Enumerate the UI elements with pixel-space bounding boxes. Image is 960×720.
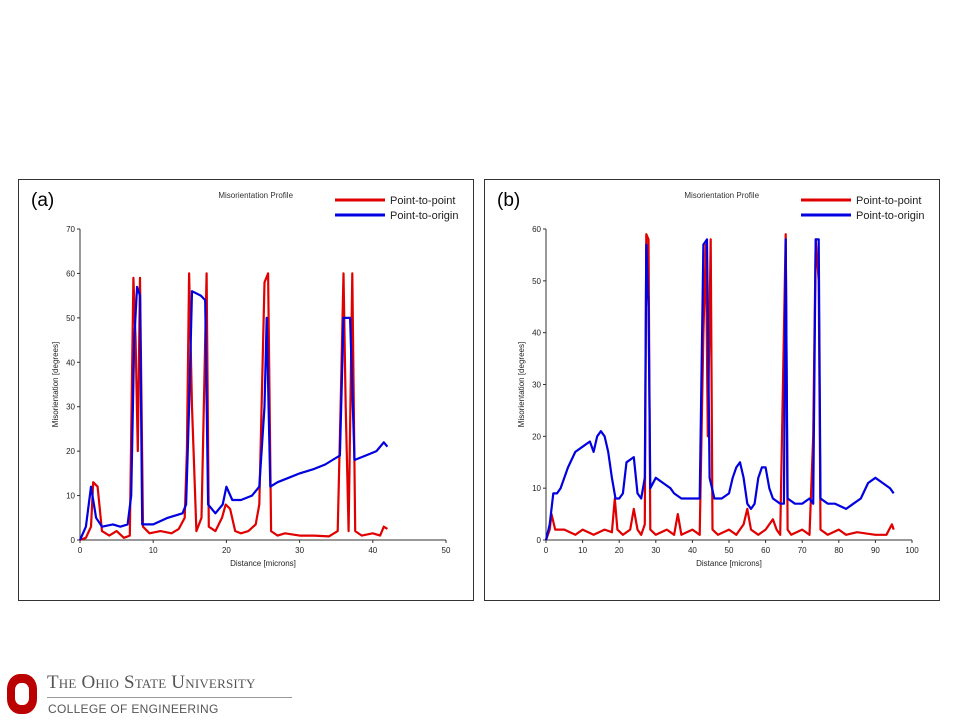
college-name: COLLEGE OF ENGINEERING [48,702,219,716]
chart-b-legend-label-point-to-origin: Point-to-origin [856,210,924,222]
chart-b-svg: Misorientation Profile 0 10 20 30 40 50 60 0 10 20… [517,191,924,568]
chart-a-ytick-label: 30 [66,403,75,412]
chart-a-ytick-label: 50 [66,314,75,323]
chart-b-ytick-label: 10 [532,484,541,493]
chart-b-xtick-label: 0 [544,546,549,555]
chart-a-ytick-label: 70 [66,225,75,234]
chart-a-legend-label-point-to-point: Point-to-point [390,195,455,207]
chart-a-xtick-label: 0 [78,546,83,555]
chart-b-title: Misorientation Profile [684,191,759,200]
chart-b-legend-label-point-to-point: Point-to-point [856,195,921,207]
chart-b-xtick-label: 60 [761,546,770,555]
chart-a-series-point-to-origin-line [78,285,389,541]
chart-a-xtick-label: 10 [149,546,158,555]
chart-b-xtick-label: 90 [871,546,880,555]
chart-b-ylabel: Misorientation [degrees] [517,342,526,427]
chart-b-xtick-label: 20 [615,546,624,555]
panel-label-a: (a) [31,190,55,211]
chart-b-xtick-label: 30 [651,546,660,555]
chart-a-ytick-label: 60 [66,269,75,278]
chart-b-ytick-label: 30 [532,381,541,390]
chart-b-xtick-label: 80 [834,546,843,555]
chart-a-ylabel: Misorientation [degrees] [51,342,60,427]
chart-a-xtick-label: 50 [442,546,451,555]
chart-a-xtick-label: 20 [222,546,231,555]
chart-b-series-point-to-point-line [544,233,895,541]
chart-b-xtick-label: 40 [688,546,697,555]
chart-b-ytick-label: 50 [532,277,541,286]
chart-b-ytick-label: 60 [532,225,541,234]
chart-b-ytick-label: 0 [537,536,542,545]
chart-b-xtick-label: 10 [578,546,587,555]
chart-a-ytick-label: 10 [66,492,75,501]
chart-panel-a: Misorientation Profile 0 10 20 30 40 50 60 70 0 10… [18,179,474,601]
chart-b-xtick-label: 50 [725,546,734,555]
chart-a-ytick-label: 40 [66,358,75,367]
chart-a-title: Misorientation Profile [218,191,293,200]
chart-b-ytick-label: 40 [532,329,541,338]
footer-divider [47,697,292,698]
chart-panel-b: Misorientation Profile 0 10 20 30 40 50 60 0 10 20… [484,179,940,601]
chart-a-xtick-label: 40 [368,546,377,555]
panel-label-b: (b) [497,190,521,211]
chart-a-xlabel: Distance [microns] [230,559,296,568]
chart-a-ytick-label: 20 [66,447,75,456]
chart-b-ytick-label: 20 [532,432,541,441]
chart-b-xtick-label: 70 [798,546,807,555]
footer-branding: The Ohio State University COLLEGE OF ENG… [0,668,310,720]
chart-b-xlabel: Distance [microns] [696,559,762,568]
chart-b-xtick-label: 100 [905,546,919,555]
osu-block-o-logo [7,674,37,714]
logo-inner-shape [15,683,29,705]
chart-a-xtick-label: 30 [295,546,304,555]
university-name: The Ohio State University [47,672,256,693]
chart-a-ytick-label: 0 [71,536,76,545]
chart-a-legend-label-point-to-origin: Point-to-origin [390,210,458,222]
chart-b-series-point-to-origin-line [544,238,895,541]
chart-a-svg: Misorientation Profile 0 10 20 30 40 50 60 70 0 10… [51,191,458,568]
